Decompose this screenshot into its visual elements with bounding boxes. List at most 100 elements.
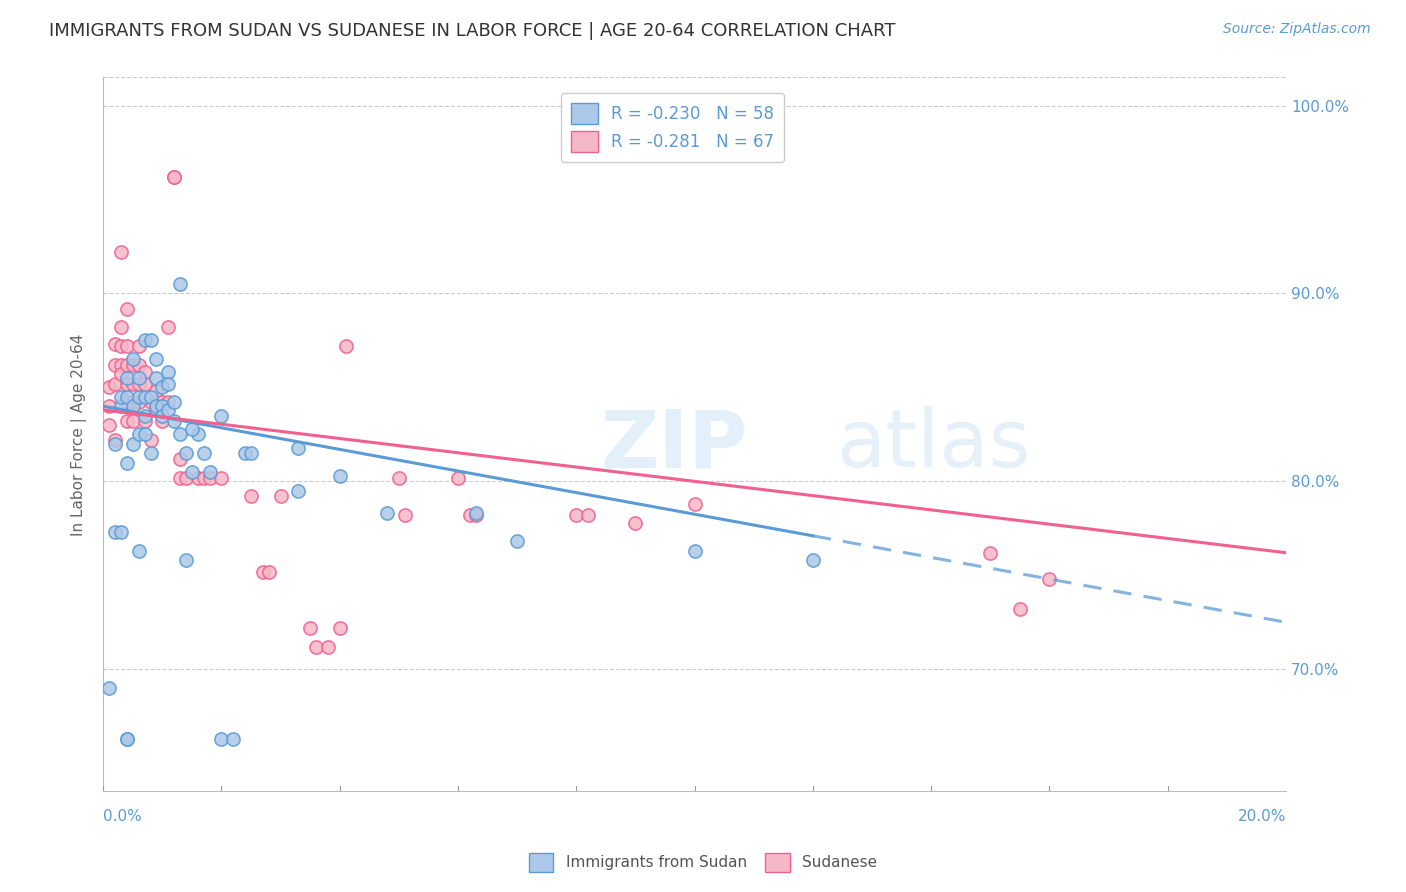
Point: [305, 640, 328, 654]
Point: [139, 390, 162, 404]
Point: [115, 731, 138, 746]
Point: [110, 399, 132, 413]
Point: [187, 427, 209, 442]
Point: [134, 409, 156, 423]
Point: [121, 414, 143, 428]
Point: [145, 371, 167, 385]
Point: [240, 446, 263, 460]
Point: [388, 470, 411, 484]
Point: [394, 508, 416, 523]
Point: [115, 395, 138, 409]
Point: [115, 414, 138, 428]
Point: [1008, 602, 1031, 616]
Point: [128, 339, 150, 353]
Point: [193, 470, 215, 484]
Point: [150, 399, 173, 413]
Point: [211, 731, 233, 746]
Point: [979, 546, 1001, 560]
Point: [128, 376, 150, 391]
Point: [157, 320, 180, 334]
Point: [316, 640, 339, 654]
Point: [104, 433, 127, 447]
Point: [157, 395, 180, 409]
Point: [110, 390, 132, 404]
Point: [145, 399, 167, 413]
Point: [128, 427, 150, 442]
Point: [252, 565, 274, 579]
Point: [150, 409, 173, 423]
Point: [169, 451, 191, 466]
Point: [163, 169, 186, 184]
Point: [150, 395, 173, 409]
Point: [329, 468, 352, 483]
Point: [157, 376, 180, 391]
Point: [115, 371, 138, 385]
Point: [193, 446, 215, 460]
Legend: Immigrants from Sudan, Sudanese: Immigrants from Sudan, Sudanese: [522, 845, 884, 880]
Point: [104, 436, 127, 450]
Point: [375, 506, 398, 520]
Text: atlas: atlas: [837, 406, 1031, 484]
Point: [98, 399, 121, 413]
Point: [134, 427, 156, 442]
Point: [145, 384, 167, 399]
Point: [139, 334, 162, 348]
Point: [115, 731, 138, 746]
Point: [174, 446, 197, 460]
Point: [139, 446, 162, 460]
Point: [174, 553, 197, 567]
Point: [447, 470, 470, 484]
Point: [287, 483, 309, 498]
Point: [198, 470, 221, 484]
Point: [683, 544, 706, 558]
Point: [134, 334, 156, 348]
Point: [121, 376, 143, 391]
Point: [299, 621, 322, 635]
Point: [329, 621, 352, 635]
Point: [458, 508, 481, 523]
Point: [169, 277, 191, 291]
Point: [335, 339, 357, 353]
Point: [233, 446, 256, 460]
Point: [145, 352, 167, 367]
Point: [157, 365, 180, 379]
Point: [121, 395, 143, 409]
Point: [98, 681, 121, 695]
Point: [287, 441, 309, 455]
Point: [257, 565, 280, 579]
Point: [134, 390, 156, 404]
Text: IMMIGRANTS FROM SUDAN VS SUDANESE IN LABOR FORCE | AGE 20-64 CORRELATION CHART: IMMIGRANTS FROM SUDAN VS SUDANESE IN LAB…: [49, 22, 896, 40]
Point: [169, 470, 191, 484]
Point: [211, 470, 233, 484]
Text: Source: ZipAtlas.com: Source: ZipAtlas.com: [1223, 22, 1371, 37]
Point: [1038, 572, 1060, 586]
Point: [115, 456, 138, 470]
Point: [110, 320, 132, 334]
Point: [565, 508, 588, 523]
Point: [464, 508, 486, 523]
Point: [110, 524, 132, 539]
Point: [128, 395, 150, 409]
Point: [134, 376, 156, 391]
Point: [104, 337, 127, 351]
Point: [128, 544, 150, 558]
Point: [163, 169, 186, 184]
Point: [145, 403, 167, 417]
Point: [270, 489, 292, 503]
Point: [134, 365, 156, 379]
Point: [121, 358, 143, 372]
Point: [576, 508, 599, 523]
Point: [150, 380, 173, 394]
Point: [134, 414, 156, 428]
Point: [169, 427, 191, 442]
Point: [801, 553, 824, 567]
Point: [104, 524, 127, 539]
Legend: R = -0.230   N = 58, R = -0.281   N = 67: R = -0.230 N = 58, R = -0.281 N = 67: [561, 93, 785, 162]
Point: [115, 358, 138, 372]
Point: [174, 470, 197, 484]
Point: [163, 395, 186, 409]
Point: [240, 489, 263, 503]
Point: [506, 534, 529, 549]
Point: [128, 390, 150, 404]
Text: ZIP: ZIP: [600, 406, 747, 484]
